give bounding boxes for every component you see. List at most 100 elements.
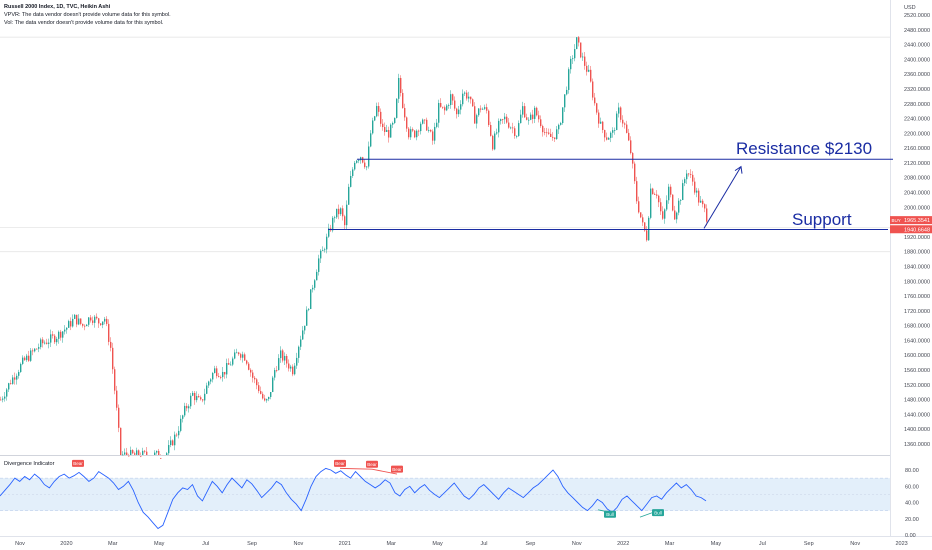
candle-body [530,114,532,120]
candle-body [64,329,66,332]
candle-body [522,106,524,115]
time-tick-label: Nov [294,541,304,547]
candle-body [364,162,366,168]
candle-body [578,37,580,43]
time-tick-label: 2021 [339,541,351,547]
candle-body [70,321,72,327]
candle-body [630,140,632,154]
candle-body [154,452,156,455]
candle-body [496,132,498,134]
candle-body [534,107,536,119]
candle-body [438,103,440,123]
marker-box [366,460,378,468]
candle-body [640,212,642,218]
candle-body [602,121,604,131]
price-tick-label: 1880.0000 [904,250,930,256]
candle-body [508,122,510,128]
candle-body [78,318,80,325]
candle-body [386,129,388,132]
candle-body [374,116,376,121]
candle-body [168,445,170,454]
candle-body [98,318,100,324]
candle-body [540,119,542,126]
indicator-title[interactable]: Divergence Indicator [4,461,55,467]
candle-body [218,376,220,378]
candle-body [392,122,394,125]
candle-body [274,370,276,378]
candle-body [8,383,10,390]
candle-body [326,236,328,250]
bear-marker[interactable]: Bear [366,460,378,468]
candle-body [362,157,364,163]
candle-body [126,452,128,455]
time-tick-label: May [154,541,165,547]
candle-body [200,397,202,400]
candle-body [420,123,422,132]
candle-body [606,137,608,140]
candle-body [36,348,38,350]
candle-body [54,335,56,343]
rsi-line[interactable] [0,467,707,530]
candle-body [166,453,168,455]
candle-body [380,111,382,124]
candle-body [290,366,292,369]
candle-body [404,107,406,118]
bear-marker[interactable]: Bear [334,459,346,467]
price-tick-label: 2240.0000 [904,117,930,123]
candle-body [520,114,522,124]
symbol-title[interactable]: Russell 2000 Index, 1D, TVC, Heikin Ashi [4,4,111,10]
candle-body [592,81,594,98]
candle-body [628,132,630,141]
candle-body [528,119,530,121]
candle-body [352,169,354,176]
bull-marker[interactable]: Bull [604,510,616,518]
candle-body [440,103,442,107]
candle-body [212,373,214,380]
bull-marker[interactable]: Bull [652,509,664,517]
candle-body [486,107,488,111]
price-tick-label: 2440.0000 [904,43,930,49]
price-tick-label: 1720.0000 [904,309,930,315]
trend-arrow[interactable] [703,166,742,229]
candle-body [146,451,148,455]
candle-body [636,181,638,202]
candle-body [546,132,548,134]
candle-body [488,110,490,125]
candle-body [84,325,86,327]
bear-marker[interactable]: Bear [72,459,84,467]
candle-body [40,339,42,348]
candle-body [14,377,16,380]
candle-body [34,348,36,352]
bear-marker[interactable]: Bear [391,465,403,473]
candle-body [312,287,314,290]
candle-body [388,129,390,138]
candle-body [60,331,62,338]
candle-body [186,405,188,409]
candle-body [132,450,134,454]
candle-body [634,163,636,182]
candle-body [46,342,48,344]
candle-body [436,122,438,127]
candle-body [478,108,480,116]
candle-body [560,122,562,125]
candle-body [160,457,162,459]
candle-body [288,363,290,369]
candle-body [434,126,436,141]
candle-body [340,208,342,215]
candle-body [418,130,420,132]
support-label[interactable]: Support [792,210,852,229]
resistance-label[interactable]: Resistance $2130 [736,139,872,158]
candle-body [296,357,298,366]
candle-body [280,350,282,359]
time-tick-label: Mar [386,541,396,547]
candle-body [616,113,618,131]
candle-body [674,210,676,220]
candle-body [686,173,688,180]
price-tick-label: 2000.0000 [904,205,930,211]
candle-body [664,209,666,219]
candle-body [276,370,278,371]
candle-body [372,120,374,134]
indicator-tick-label: 20.00 [905,517,919,523]
price-tick-label: 1640.0000 [904,338,930,344]
